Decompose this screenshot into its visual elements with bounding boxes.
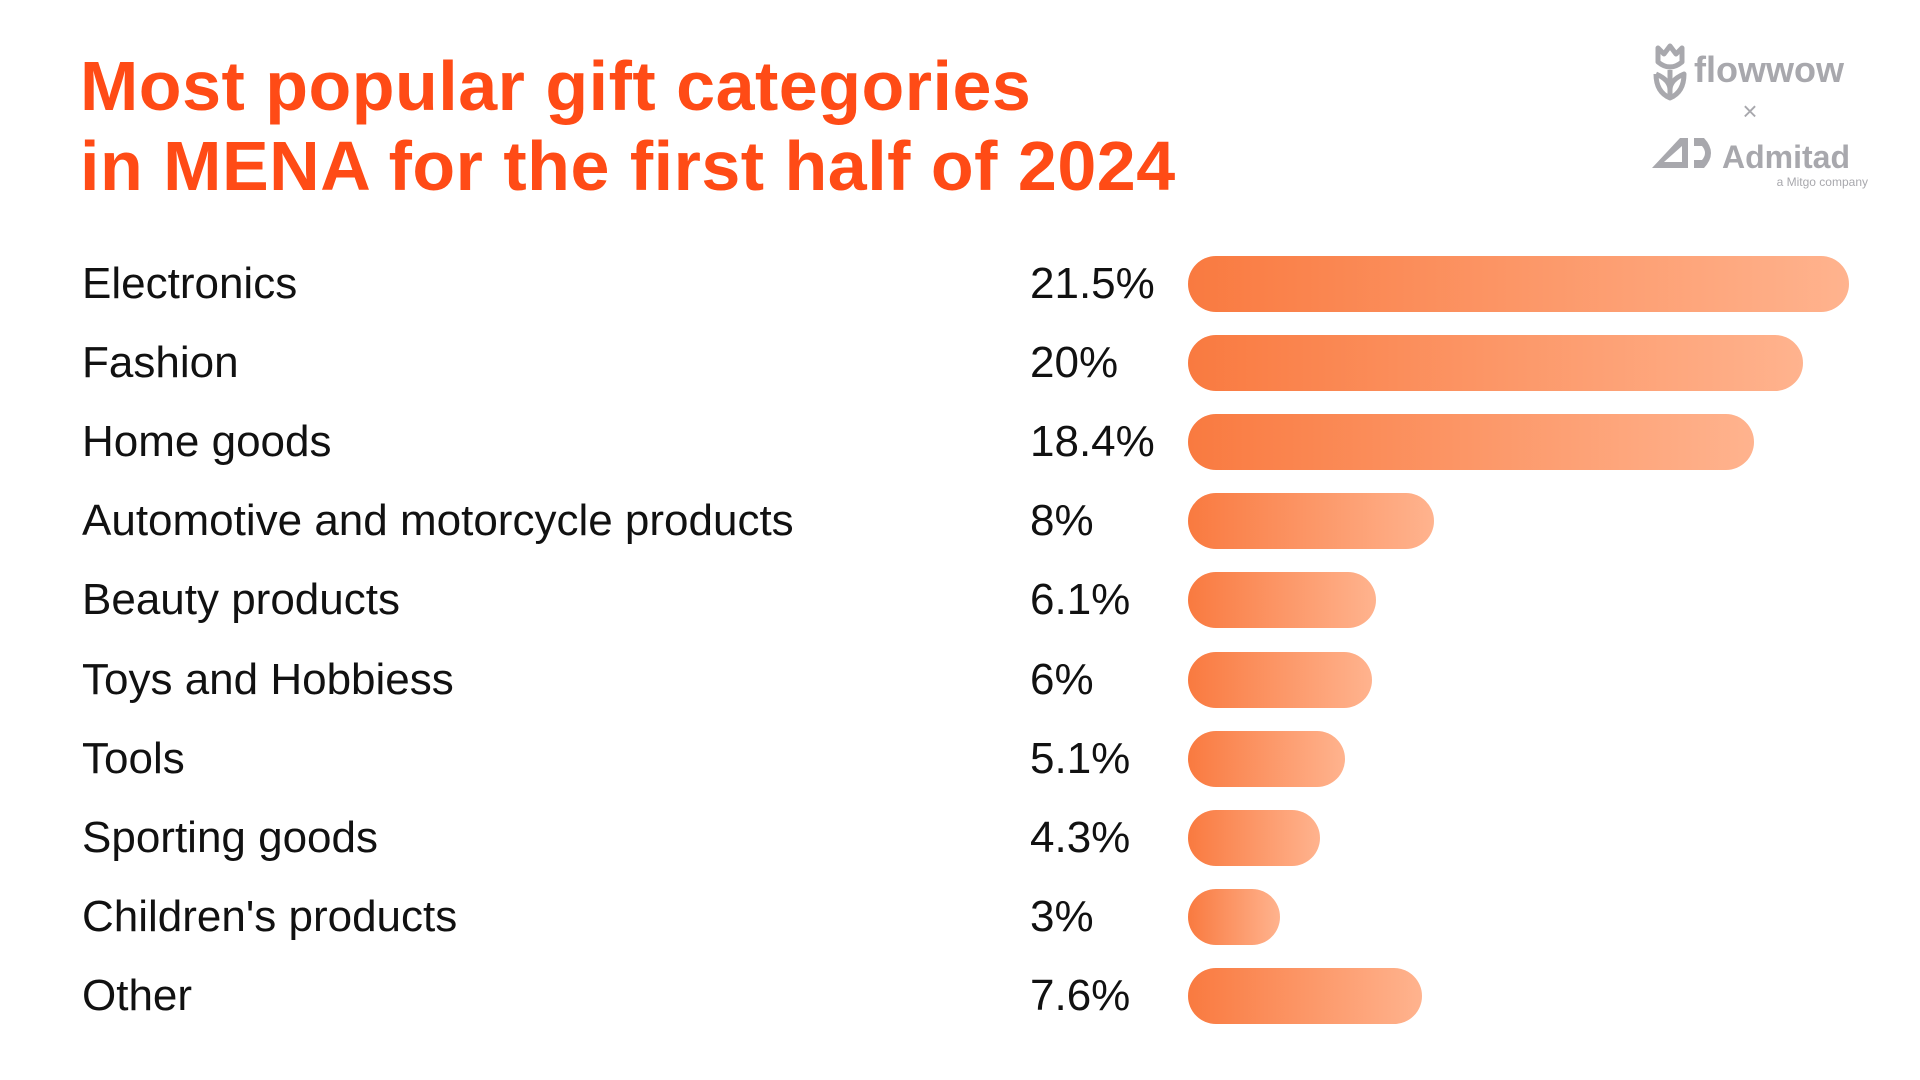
value-label: 6% [1030, 654, 1094, 704]
partner-logos: flowwow × Admitad a Mitgo company [1650, 40, 1870, 190]
bar [1188, 809, 1321, 866]
value-label: 20% [1030, 338, 1119, 388]
bar [1188, 335, 1803, 392]
svg-text:×: × [1742, 96, 1757, 126]
title-line-1: Most popular gift categories [80, 47, 1032, 125]
category-label: Automotive and motorcycle products [82, 496, 794, 546]
bar-row: Children's products 3% [0, 887, 1920, 947]
tulip-icon [1653, 43, 1687, 101]
flowwow-logo-text: flowwow [1694, 49, 1845, 90]
bar [1188, 967, 1422, 1024]
bar-row: Automotive and motorcycle products 8% [0, 491, 1920, 551]
value-label: 21.5% [1030, 259, 1155, 308]
category-label: Children's products [82, 891, 458, 941]
bar [1188, 730, 1345, 787]
bar-row: Toys and Hobbiess 6% [0, 650, 1920, 710]
category-label: Beauty products [82, 575, 400, 625]
bar-row: Beauty products 6.1% [0, 570, 1920, 630]
value-label: 8% [1030, 496, 1094, 546]
value-label: 4.3% [1030, 812, 1131, 862]
value-label: 3% [1030, 891, 1094, 941]
bar [1188, 256, 1849, 312]
bar [1188, 572, 1376, 629]
bar [1188, 888, 1281, 945]
bar [1188, 414, 1754, 471]
admitad-mark-icon [1652, 138, 1711, 168]
category-label: Home goods [82, 417, 332, 467]
title-line-2: in MENA for the first half of 2024 [80, 127, 1176, 205]
admitad-logo-text: Admitad [1722, 139, 1850, 175]
category-label: Fashion [82, 338, 239, 388]
bar [1188, 651, 1373, 708]
bar-row: Fashion 20% [0, 333, 1920, 393]
value-label: 6.1% [1030, 575, 1131, 625]
value-label: 5.1% [1030, 733, 1131, 783]
value-label: 18.4% [1030, 417, 1155, 467]
bar-row: Home goods 18.4% [0, 412, 1920, 472]
bar [1188, 493, 1434, 550]
category-label: Tools [82, 733, 185, 783]
chart-title: Most popular gift categories in MENA for… [80, 46, 1176, 206]
category-label: Sporting goods [82, 812, 378, 862]
bar-row: Sporting goods 4.3% [0, 808, 1920, 868]
bar-row: Other 7.6% [0, 966, 1920, 1026]
value-label: 7.6% [1030, 970, 1131, 1020]
category-label: Other [82, 970, 193, 1020]
category-label: Electronics [82, 259, 298, 308]
admitad-tagline: a Mitgo company [1777, 175, 1868, 189]
bar-row: Electronics 21.5% [0, 254, 1920, 314]
bar-row: Tools 5.1% [0, 729, 1920, 789]
category-label: Toys and Hobbiess [82, 654, 454, 704]
